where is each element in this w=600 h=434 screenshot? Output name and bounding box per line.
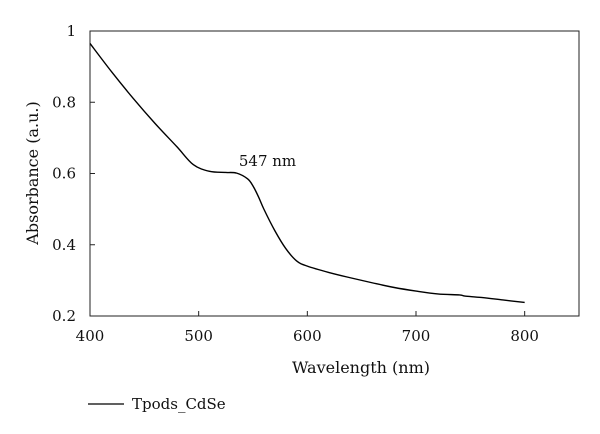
series-line-tpods-cdse [89,43,525,304]
x-axis-ticks: 400 500 600 700 800 [76,311,539,345]
x-tick-label: 600 [293,327,322,345]
legend: Tpods_CdSe [88,395,226,413]
y-axis-ticks: 0.2 0.4 0.6 0.8 1 [52,22,95,325]
x-axis-title: Wavelength (nm) [292,358,430,377]
x-tick-label: 700 [402,327,431,345]
annotation-peak: 547 nm [239,152,296,170]
x-tick-label: 800 [510,327,539,345]
legend-label: Tpods_CdSe [132,395,226,413]
x-tick-label: 500 [184,327,213,345]
y-tick-label: 1 [66,22,76,40]
y-tick-label: 0.8 [52,93,76,111]
y-axis-title: Absorbance (a.u.) [23,101,42,245]
y-tick-label: 0.2 [52,307,76,325]
series-layer [89,43,525,304]
y-tick-label: 0.6 [52,165,76,183]
x-tick-label: 400 [76,327,105,345]
y-tick-label: 0.4 [52,236,76,254]
